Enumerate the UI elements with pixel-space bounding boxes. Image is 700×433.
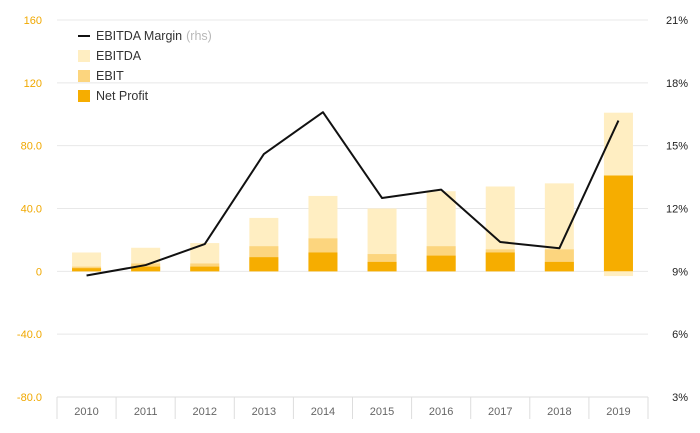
line-ebitda-margin [86, 111, 620, 277]
x-tick-label: 2014 [311, 406, 335, 418]
legend: EBITDA Margin (rhs) EBITDA EBIT Net Prof… [78, 26, 212, 106]
y2-tick-label: 6% [672, 329, 688, 341]
y-tick-label: -40.0 [17, 329, 42, 341]
x-tick-label: 2010 [74, 406, 98, 418]
bar-net-profit-2013 [249, 257, 279, 272]
y-tick-label: 120 [24, 78, 42, 90]
bar-net-profit-2014 [308, 252, 338, 272]
x-tick-label: 2012 [193, 406, 217, 418]
legend-swatch-ebit [78, 70, 90, 82]
y2-tick-label: 21% [666, 15, 688, 27]
bar-net-profit-2018 [544, 261, 574, 272]
x-tick-label: 2013 [252, 406, 276, 418]
bar-ebitda-negative-2019 [603, 271, 633, 277]
y-tick-label: 0 [36, 266, 42, 278]
y2-tick-label: 9% [672, 266, 688, 278]
gridlines [57, 19, 648, 398]
x-tick-label: 2017 [488, 406, 512, 418]
right-axis: 3% 6% 9% 12% 15% 18% 21% [666, 15, 688, 404]
y2-tick-label: 12% [666, 204, 688, 216]
legend-line-swatch [78, 35, 90, 37]
y2-tick-label: 15% [666, 141, 688, 153]
legend-item-ebit: EBIT [78, 66, 212, 86]
x-tick-label: 2011 [134, 406, 158, 418]
bar-net-profit-2015 [367, 261, 397, 272]
bar-net-profit-2017 [485, 252, 515, 272]
x-tick-label: 2019 [606, 406, 630, 418]
bar-net-profit-2011 [131, 266, 161, 272]
x-tick-label: 2018 [547, 406, 571, 418]
y-tick-label: -80.0 [17, 392, 42, 404]
y-tick-label: 160 [24, 15, 42, 27]
x-axis: 2010 2011 2012 2013 2014 2015 2016 2017 2018 2019 [56, 396, 649, 419]
bar-net-profit-2019 [603, 175, 633, 272]
bar-net-profit-2012 [190, 266, 220, 272]
y-tick-label: 40.0 [21, 204, 42, 216]
y2-tick-label: 18% [666, 78, 688, 90]
left-axis: -80.0 -40.0 0 40.0 80.0 120 160 [17, 15, 42, 404]
y-tick-label: 80.0 [21, 141, 42, 153]
bar-net-profit-2016 [426, 255, 456, 272]
legend-item-net-profit: Net Profit [78, 86, 212, 106]
legend-label-net-profit: Net Profit [96, 89, 149, 103]
bar-net-profit-2010 [72, 268, 102, 272]
legend-item-ebitda: EBITDA [78, 46, 212, 66]
y2-tick-label: 3% [672, 392, 688, 404]
x-tick-label: 2015 [370, 406, 394, 418]
legend-label-ebit: EBIT [96, 69, 124, 83]
margin-line [86, 111, 620, 277]
legend-item-margin: EBITDA Margin (rhs) [78, 26, 212, 46]
legend-label-margin: EBITDA Margin [96, 29, 183, 43]
legend-swatch-ebitda [78, 50, 90, 62]
legend-swatch-net-profit [78, 90, 90, 102]
bars [72, 112, 633, 277]
legend-label-margin-suffix: (rhs) [186, 29, 212, 43]
legend-label-ebitda: EBITDA [96, 49, 142, 63]
x-tick-label: 2016 [429, 406, 453, 418]
